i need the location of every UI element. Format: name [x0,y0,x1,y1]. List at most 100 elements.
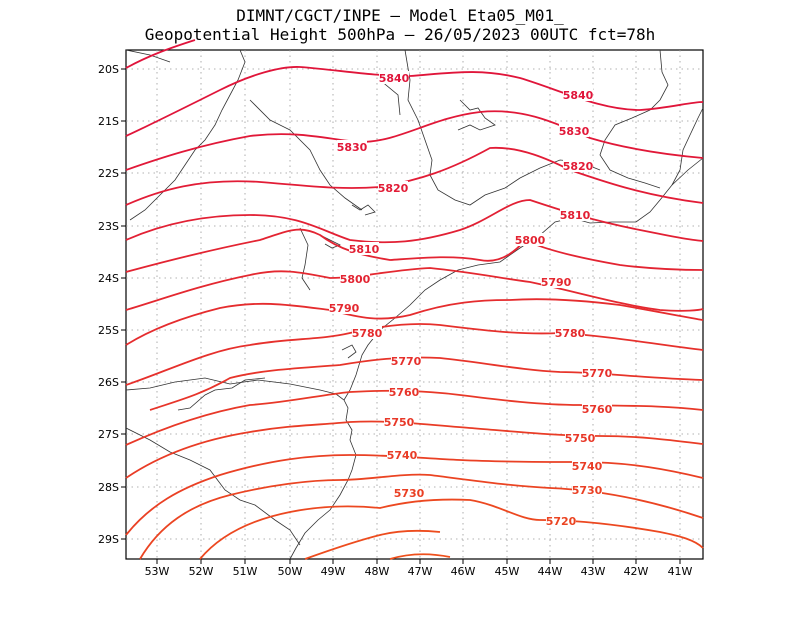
contour-line [125,199,704,244]
coastline [404,49,601,206]
contour-label-bg [340,272,370,285]
contour-label: 5760 [389,386,420,399]
lat-tick-label: 25S [98,324,119,337]
lon-tick-label: 48W [365,565,390,578]
contour-label-bg [389,385,419,398]
coastline [599,49,669,189]
lat-tick-label: 26S [98,376,119,389]
contour-line [125,323,704,386]
contour-label: 5840 [563,89,594,102]
contour-label-bg [582,366,612,379]
lat-tick-label: 29S [98,533,119,546]
lon-tick-label: 51W [233,565,258,578]
contour-label: 5770 [582,367,613,380]
coastline [341,344,357,359]
plot-title-line-1: DIMNT/CGCT/INPE – Model Eta05_M01_ [236,6,564,25]
map-frame [125,49,704,560]
contour-label: 5780 [352,327,383,340]
contour-label: 5830 [337,141,368,154]
contour-label-bg [582,402,612,415]
contour-label: 5760 [582,403,613,416]
contour-line [389,553,451,560]
contour-label-bg [572,459,602,472]
contour-label-bg [560,208,590,221]
coastline [125,427,301,546]
contour-label: 5810 [560,209,591,222]
contour-label: 5790 [329,302,360,315]
coastline [249,99,363,211]
contour-label-bg [349,242,379,255]
contour-line [125,267,704,312]
lon-tick-label: 52W [189,565,214,578]
contour-label: 5840 [379,72,410,85]
contour-label: 5730 [572,484,603,497]
contour-label-bg [559,124,589,137]
contour-line [304,529,441,560]
contour-label-bg [555,326,585,339]
contour-label: 5810 [349,243,380,256]
contour-label-bg [391,354,421,367]
contour-label: 5750 [565,432,596,445]
lon-tick-label: 49W [321,565,346,578]
contour-line [125,146,704,206]
lat-tick-label: 28S [98,481,119,494]
lon-tick-label: 45W [495,565,520,578]
contour-line [199,498,704,560]
contour-label: 5800 [515,234,546,247]
coastline [671,107,704,186]
contour-label: 5770 [391,355,422,368]
contour-label: 5820 [378,182,409,195]
contour-label-bg [541,275,571,288]
lon-tick-label: 47W [408,565,433,578]
lat-tick-label: 24S [98,272,119,285]
lat-tick-label: 22S [98,167,119,180]
lat-tick-label: 21S [98,115,119,128]
contour-line [125,39,196,69]
contour-label: 5820 [563,160,594,173]
contour-label-bg [378,181,408,194]
coastline [177,377,266,411]
lat-tick-label: 23S [98,220,119,233]
coastline [457,99,496,131]
plot-title-line-2: Geopotential Height 500hPa – 26/05/2023 … [144,25,656,44]
lat-tick-label: 20S [98,63,119,76]
contour-label: 5780 [555,327,586,340]
contour-label-bg [387,448,417,461]
contour-label-bg [337,140,367,153]
lon-tick-label: 41W [668,565,693,578]
contour-label-bg [352,326,382,339]
contour-line [125,66,704,137]
coastline [125,49,171,63]
contour-label-bg [329,301,359,314]
contour-label: 5720 [546,515,577,528]
lon-tick-label: 43W [581,565,606,578]
contour-line [125,110,704,171]
contour-label: 5830 [559,125,590,138]
contour-label: 5750 [384,416,415,429]
coastline [321,235,341,249]
contour-label-bg [563,88,593,101]
contour-label: 5800 [340,273,371,286]
coastline [129,49,246,221]
lon-tick-label: 46W [451,565,476,578]
lon-tick-label: 42W [624,565,649,578]
lon-tick-label: 44W [538,565,563,578]
lon-tick-label: 53W [145,565,170,578]
contour-line [125,228,704,273]
contour-label: 5730 [394,487,425,500]
contour-line [125,298,704,346]
contour-label: 5740 [387,449,418,462]
contour-label-bg [572,483,602,496]
contour-label-bg [379,71,409,84]
contour-label: 5740 [572,460,603,473]
lat-tick-label: 27S [98,428,119,441]
contour-label-bg [384,415,414,428]
contour-label-bg [546,514,576,527]
coastline [351,204,376,216]
contour-label-bg [515,233,545,246]
contour-label: 5790 [541,276,572,289]
contour-label-bg [565,431,595,444]
coastline [379,79,401,116]
contour-label-bg [563,159,593,172]
